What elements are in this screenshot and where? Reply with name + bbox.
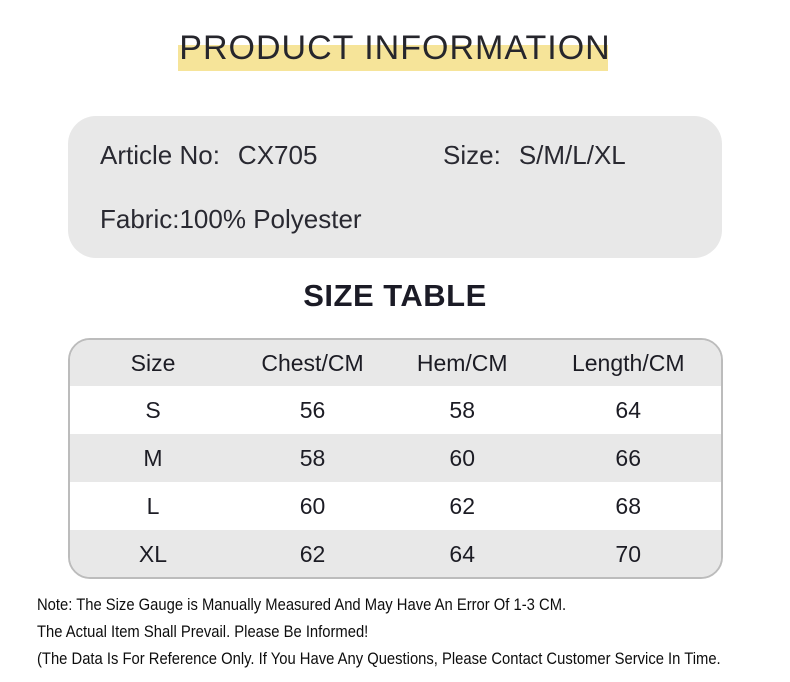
table-row-l: L 60 62 68 — [70, 482, 721, 530]
cell-hem: 64 — [449, 540, 476, 567]
col-header-chest: Chest/CM — [261, 349, 364, 376]
cell-length: 70 — [615, 540, 642, 567]
col-header-length: Length/CM — [571, 349, 685, 376]
fabric-value: 100% Polyester — [179, 204, 362, 234]
fabric-label: Fabric: — [100, 204, 180, 234]
cell-length: 66 — [615, 444, 642, 471]
cell-hem: 58 — [449, 396, 476, 423]
cell-size: S — [145, 396, 161, 423]
note-line-3: (The Data Is For Reference Only. If You … — [37, 649, 721, 668]
cell-hem: 62 — [449, 492, 476, 519]
col-header-hem: Hem/CM — [416, 349, 508, 376]
cell-length: 68 — [615, 492, 642, 519]
size-label: Size: — [443, 140, 501, 170]
article-no-value: CX705 — [237, 140, 318, 170]
article-no-line: Article No: CX705 — [100, 138, 317, 172]
page-title: PRODUCT INFORMATION — [179, 29, 611, 67]
title-highlight-bar — [178, 45, 608, 71]
col-header-size: Size — [130, 349, 176, 376]
cell-chest: 60 — [299, 492, 326, 519]
cell-chest: 58 — [299, 444, 326, 471]
table-row-xl: XL 62 64 70 — [70, 530, 721, 577]
note-line-2: The Actual Item Shall Prevail. Please Be… — [37, 622, 369, 641]
size-line: Size: S/M/L/XL — [443, 138, 626, 172]
size-table-container: Size Chest/CM Hem/CM Length/CM S 56 58 6… — [68, 338, 723, 579]
article-no-label: Article No: — [100, 140, 220, 170]
table-row-s: S 56 58 64 — [70, 386, 721, 434]
cell-size: L — [146, 492, 160, 519]
cell-size: XL — [138, 540, 168, 567]
note-line-1: Note: The Size Gauge is Manually Measure… — [37, 595, 567, 614]
size-table: Size Chest/CM Hem/CM Length/CM S 56 58 6… — [70, 340, 721, 577]
notes-section: Note: The Size Gauge is Manually Measure… — [37, 591, 790, 672]
product-info-box: Article No: CX705 Size: S/M/L/XL Fabric:10… — [68, 116, 722, 258]
fabric-line: Fabric:100% Polyester — [100, 202, 362, 236]
size-table-heading: SIZE TABLE — [303, 278, 487, 313]
table-header-row: Size Chest/CM Hem/CM Length/CM — [70, 340, 721, 386]
cell-hem: 60 — [449, 444, 476, 471]
cell-chest: 62 — [299, 540, 326, 567]
cell-length: 64 — [615, 396, 642, 423]
cell-size: M — [143, 444, 163, 471]
cell-chest: 56 — [299, 396, 326, 423]
table-row-m: M 58 60 66 — [70, 434, 721, 482]
size-value: S/M/L/XL — [518, 140, 626, 170]
